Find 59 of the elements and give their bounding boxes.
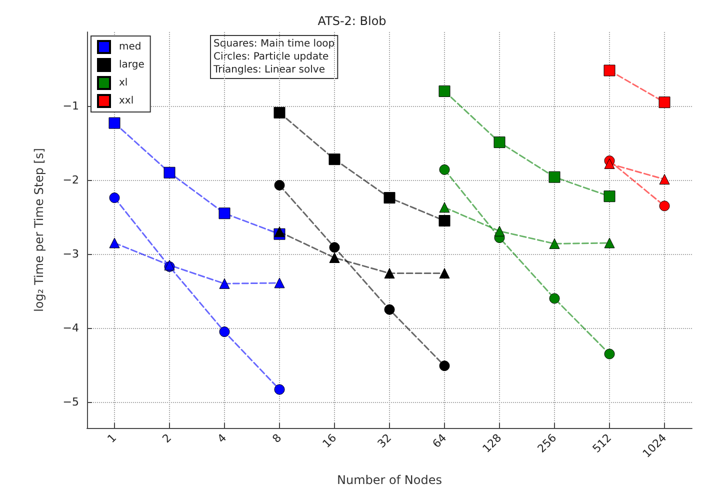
point (218, 208, 230, 220)
point (438, 215, 450, 226)
point (604, 190, 616, 202)
y-tick-label: −5 (62, 396, 79, 409)
annotation: Triangles: Linear solve (212, 64, 325, 76)
point (439, 202, 450, 213)
x-tick-label: 16 (320, 431, 340, 450)
x-tick-label: 128 (480, 431, 504, 456)
point (384, 192, 396, 204)
point (328, 154, 340, 166)
point (439, 268, 450, 279)
x-tick-label: 1 (104, 431, 120, 446)
point (438, 85, 450, 97)
point (659, 200, 670, 212)
legend-label: xl (119, 78, 128, 88)
x-tick-label: 32 (375, 431, 394, 450)
annotation: Squares: Main time loop (214, 38, 335, 50)
y-tick-label: −1 (62, 100, 79, 113)
point (274, 278, 285, 288)
point (274, 180, 285, 190)
x-tick-label: 64 (430, 431, 450, 450)
chart-title: ATS-2: Blob (318, 14, 386, 28)
x-axis-title: Number of Nodes (337, 473, 442, 487)
point (494, 136, 506, 148)
y-tick-label: −2 (62, 174, 79, 187)
point (658, 96, 670, 108)
point (548, 171, 560, 183)
point (384, 304, 395, 315)
point (384, 268, 395, 279)
point (274, 106, 286, 118)
point (274, 384, 285, 395)
legend-label: med (119, 42, 142, 52)
y-axis-title: log₂ Time per Time Step [s] (32, 148, 46, 312)
x-tick-label: 8 (270, 431, 284, 446)
point (439, 360, 450, 372)
point (549, 293, 560, 304)
point (329, 242, 340, 253)
point (219, 326, 230, 338)
legend-label: xxl (119, 96, 134, 106)
x-tick-label: 2 (160, 431, 174, 446)
point (109, 238, 120, 248)
point (549, 238, 560, 249)
point (494, 226, 505, 236)
point (604, 238, 615, 248)
point (109, 192, 120, 204)
point (219, 278, 230, 289)
y-tick-label: −3 (62, 248, 79, 261)
point (604, 64, 616, 76)
x-tick-label: 512 (590, 431, 614, 456)
point (329, 252, 340, 264)
x-tick-label: 4 (214, 431, 230, 446)
point (274, 226, 285, 238)
legend-label: large (119, 60, 144, 70)
point (439, 164, 450, 175)
annotation: Circles: Particle update (214, 52, 329, 62)
y-tick-label: −4 (62, 322, 79, 335)
point (164, 166, 176, 178)
point (604, 348, 615, 360)
point (108, 117, 120, 129)
